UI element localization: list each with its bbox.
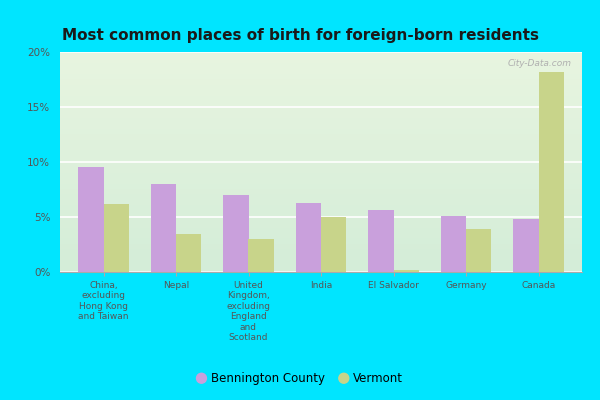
Legend: Bennington County, Vermont: Bennington County, Vermont (192, 368, 408, 390)
Bar (321, 217, 346, 272)
Bar (78, 168, 104, 272)
Bar (394, 270, 419, 272)
Bar (104, 204, 129, 272)
Bar (296, 203, 321, 272)
Bar (513, 219, 539, 272)
Bar (176, 234, 202, 272)
Text: Most common places of birth for foreign-born residents: Most common places of birth for foreign-… (62, 28, 539, 43)
Bar (440, 216, 466, 272)
Bar (223, 195, 248, 272)
Bar (151, 184, 176, 272)
Bar (248, 239, 274, 272)
Bar (539, 72, 564, 272)
Bar (368, 210, 394, 272)
Bar (466, 229, 491, 272)
Text: City-Data.com: City-Data.com (508, 58, 572, 68)
